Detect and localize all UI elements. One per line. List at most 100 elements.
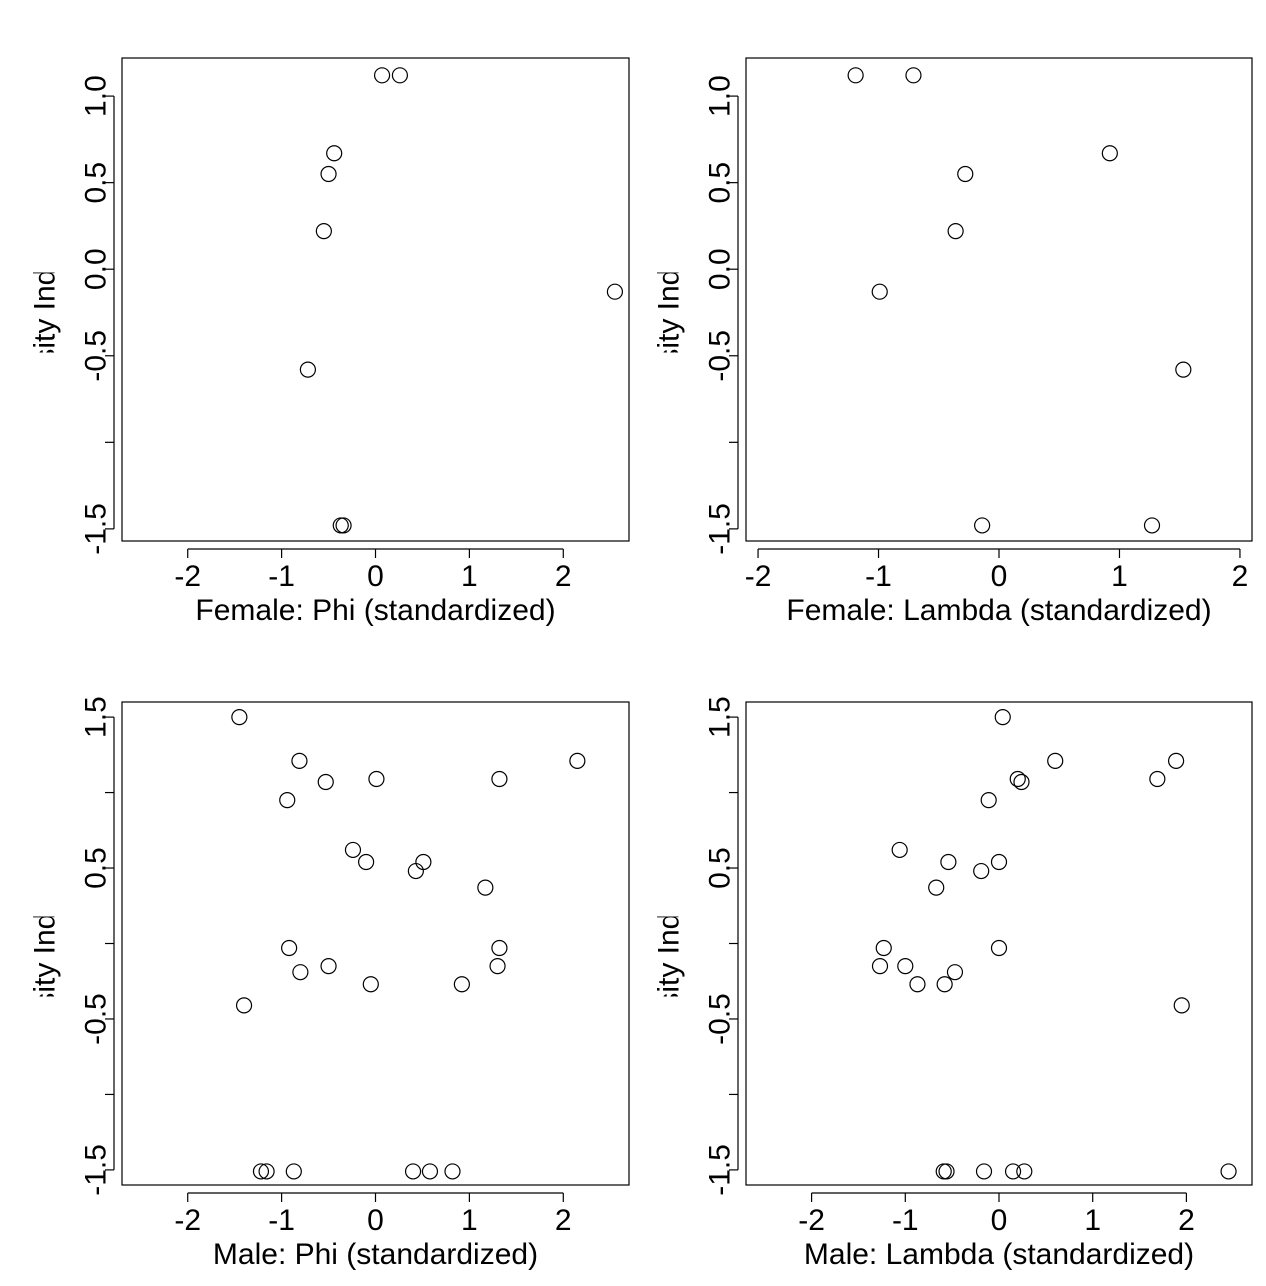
plot-frame: [745, 57, 1253, 542]
data-point: [1167, 752, 1185, 769]
x-tick-label: 1: [461, 1204, 478, 1237]
data-point: [391, 67, 409, 84]
data-point: [292, 964, 309, 981]
y-tick-label: -1.5: [80, 503, 113, 555]
panel-1: -2 -1 0 1 2 -1.5 -0.5 0.0 0.5 1.0 Female: Phi (sta…: [29, 37, 630, 627]
x-tick-label: -2: [745, 560, 772, 593]
data-point: [444, 1163, 461, 1180]
y-tick-label: -0.5: [704, 330, 737, 382]
data-point: [291, 752, 308, 769]
data-point: [569, 752, 586, 769]
data-point: [344, 841, 362, 859]
data-point: [957, 165, 974, 183]
data-point: [299, 361, 316, 378]
data-point: [1175, 361, 1192, 378]
y-tick-label: 1.5: [80, 696, 113, 738]
data-point: [1009, 770, 1026, 788]
x-axis-label: Female: Phi (standardized): [195, 594, 555, 627]
data-point: [897, 958, 914, 975]
x-tick-label: -1: [892, 1204, 919, 1237]
x-tick-label: -2: [798, 1204, 825, 1237]
panel-3: -2 -1 0 1 2 -1.5 -0.5 0.5 1.5 Male: Phi (standard…: [29, 681, 630, 1271]
x-tick-label: -1: [268, 1204, 295, 1237]
y-tick-label: -1.5: [80, 1144, 113, 1196]
data-point: [258, 1163, 275, 1180]
x-axis-label: Male: Phi (standardized): [213, 1238, 538, 1271]
data-point: [1047, 752, 1064, 769]
x-tick-label: -1: [268, 560, 295, 593]
data-point: [847, 67, 864, 84]
data-point: [373, 67, 391, 84]
y-axis-label: Shannon Diversity Index (standardized): [29, 37, 62, 562]
data-point: [317, 773, 334, 791]
x-tick-label: 0: [991, 560, 1008, 593]
data-point: [415, 853, 432, 871]
x-axis-label: Male: Lambda (standardized): [804, 1238, 1194, 1271]
data-point: [491, 939, 508, 957]
data-point: [453, 976, 470, 993]
x-tick-label: 0: [367, 560, 384, 593]
data-point: [980, 792, 997, 809]
data-point: [973, 862, 990, 880]
y-axis-label: Shannon Diversity Index (standardized): [653, 681, 686, 1206]
y-tick-label: 1.0: [704, 75, 737, 117]
data-point: [940, 853, 957, 871]
data-point: [891, 841, 908, 859]
panel-4: -2 -1 0 1 2 -1.5 -0.5 0.5 1.5 Male: Lambda (stand…: [653, 681, 1253, 1271]
data-point: [477, 879, 494, 896]
plot-frame: [121, 57, 630, 542]
data-point: [1004, 1163, 1022, 1180]
data-point: [905, 67, 922, 84]
y-tick-label: -0.5: [704, 993, 737, 1045]
x-tick-label: -1: [865, 560, 892, 593]
data-point: [421, 1163, 439, 1180]
data-point: [606, 283, 624, 300]
y-tick-label: 0.5: [704, 162, 737, 204]
data-point: [362, 976, 379, 993]
y-tick-label: 1.0: [80, 75, 113, 117]
data-point: [279, 792, 296, 809]
y-tick-label: -1.5: [704, 503, 737, 555]
x-tick-label: -2: [174, 1204, 201, 1237]
x-tick-label: 2: [555, 1204, 572, 1237]
data-point: [252, 1163, 270, 1180]
data-point: [1101, 145, 1118, 162]
data-point: [285, 1163, 302, 1180]
data-point: [909, 976, 926, 993]
data-point: [281, 939, 298, 957]
data-point: [326, 145, 343, 162]
data-point: [320, 165, 337, 183]
data-point: [315, 223, 332, 240]
data-point: [1149, 770, 1166, 788]
y-tick-label: -1.5: [704, 1144, 737, 1196]
panel-2: -2 -1 0 1 2 -1.5 -0.5 0.0 0.5 1.0 Female: Lambda (…: [653, 57, 1253, 627]
y-tick-label: 0.5: [80, 847, 113, 889]
data-point: [320, 958, 337, 975]
data-point: [871, 958, 889, 975]
x-tick-label: 0: [991, 1204, 1008, 1237]
data-point: [1220, 1163, 1237, 1180]
data-point: [938, 1163, 955, 1180]
y-axis-label: Shannon Diversity Index (standardized): [29, 681, 62, 1206]
data-point: [947, 223, 964, 240]
x-tick-label: 1: [1084, 1204, 1101, 1237]
x-axis-label: Female: Lambda (standardized): [786, 594, 1211, 627]
data-point: [1173, 997, 1190, 1014]
data-point: [491, 770, 508, 788]
data-point: [235, 997, 253, 1014]
x-tick-label: 1: [461, 560, 478, 593]
plot-frame: [121, 701, 630, 1186]
data-point: [928, 879, 945, 896]
data-point: [231, 708, 248, 726]
data-point: [975, 1163, 993, 1180]
data-point: [368, 770, 385, 788]
data-point: [1016, 1163, 1033, 1180]
y-tick-label: -0.5: [80, 330, 113, 382]
data-point: [335, 517, 352, 534]
data-point: [875, 939, 892, 957]
x-tick-label: 2: [1232, 560, 1249, 593]
data-point: [407, 862, 424, 880]
data-point: [489, 958, 506, 975]
y-tick-label: 0.0: [704, 248, 737, 290]
